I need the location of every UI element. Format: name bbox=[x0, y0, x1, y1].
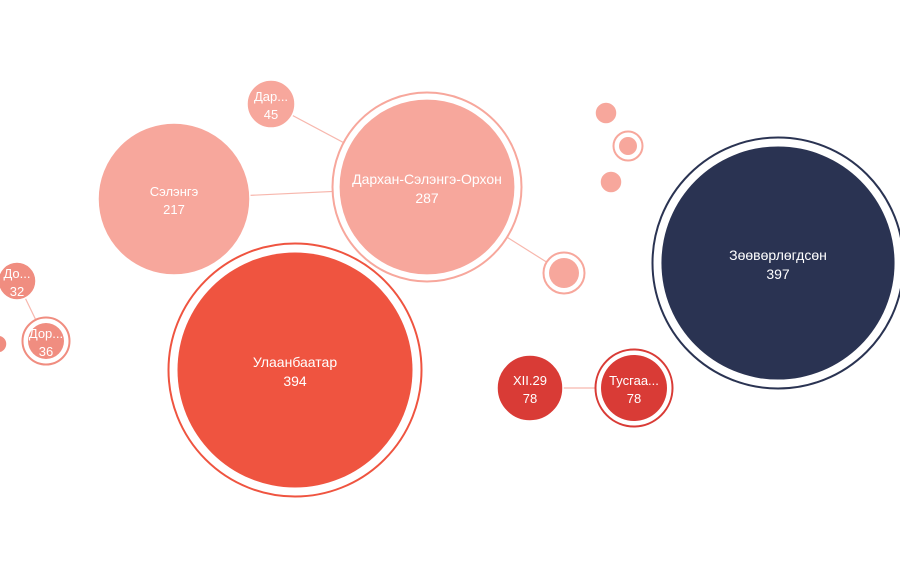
bubble-ulaanbaatar[interactable]: Улаанбаатар 394 bbox=[167, 242, 423, 498]
bubble-label: Дор... bbox=[29, 326, 63, 341]
bubble-value: 78 bbox=[627, 391, 641, 406]
bubble-value: 78 bbox=[523, 391, 537, 406]
bubble-value: 32 bbox=[10, 284, 24, 299]
bubble-label: XII.29 bbox=[513, 373, 547, 388]
bubble-dornod[interactable]: До... 32 bbox=[0, 261, 37, 301]
bubble-circle bbox=[599, 170, 623, 194]
bubble-value: 217 bbox=[163, 202, 185, 217]
bubble-label: Тусгаа... bbox=[609, 373, 659, 388]
bubble-label: Дархан-Сэлэнгэ-Орхон bbox=[352, 171, 502, 187]
bubble-tusgaar[interactable]: Тусгаа... 78 bbox=[594, 348, 674, 428]
bubble-xii29[interactable]: XII.29 78 bbox=[496, 354, 564, 422]
bubble-unlabeled-5[interactable] bbox=[0, 334, 8, 354]
bubble-label: До... bbox=[3, 266, 30, 281]
bubble-circle bbox=[594, 101, 618, 125]
bubble-label: Зөөвөрлөгдсөн bbox=[729, 247, 827, 263]
bubble-dornogovi[interactable]: Дор... 36 bbox=[21, 316, 71, 366]
bubble-circle bbox=[177, 252, 413, 488]
bubble-unlabeled-4[interactable] bbox=[599, 170, 623, 194]
nodes-layer: Дархан-Сэлэнгэ-Орхон 287 Сэлэнгэ 217 Дар... 4… bbox=[0, 79, 900, 498]
bubble-circle bbox=[28, 323, 64, 359]
bubble-unlabeled-3[interactable] bbox=[612, 130, 644, 162]
bubble-circle bbox=[549, 258, 579, 288]
bubble-circle bbox=[246, 79, 296, 129]
bubble-circle bbox=[661, 146, 895, 380]
bubble-value: 45 bbox=[264, 107, 278, 122]
bubble-selenge[interactable]: Сэлэнгэ 217 bbox=[97, 122, 251, 276]
bubble-unlabeled-2[interactable] bbox=[594, 101, 618, 125]
bubble-darkhan-selenge-orkhon[interactable]: Дархан-Сэлэнгэ-Орхон 287 bbox=[331, 91, 523, 283]
bubble-value: 287 bbox=[415, 190, 439, 206]
bubble-circle bbox=[339, 99, 515, 275]
bubble-label: Дар... bbox=[254, 89, 288, 104]
bubble-circle bbox=[97, 122, 251, 276]
bubble-circle bbox=[0, 334, 8, 354]
bubble-circle bbox=[601, 355, 667, 421]
bubble-value: 36 bbox=[39, 344, 53, 359]
bubble-value: 394 bbox=[283, 373, 307, 389]
bubble-circle bbox=[496, 354, 564, 422]
bubble-label: Сэлэнгэ bbox=[150, 184, 199, 199]
bubble-label: Улаанбаатар bbox=[253, 354, 337, 370]
bubble-value: 397 bbox=[766, 266, 790, 282]
bubble-darkhan[interactable]: Дар... 45 bbox=[246, 79, 296, 129]
bubble-unlabeled-1[interactable] bbox=[542, 251, 586, 295]
bubble-zoovorlogdson[interactable]: Зөөвөрлөгдсөн 397 bbox=[651, 136, 900, 390]
bubble-circle bbox=[0, 261, 37, 301]
bubble-circle bbox=[619, 137, 637, 155]
